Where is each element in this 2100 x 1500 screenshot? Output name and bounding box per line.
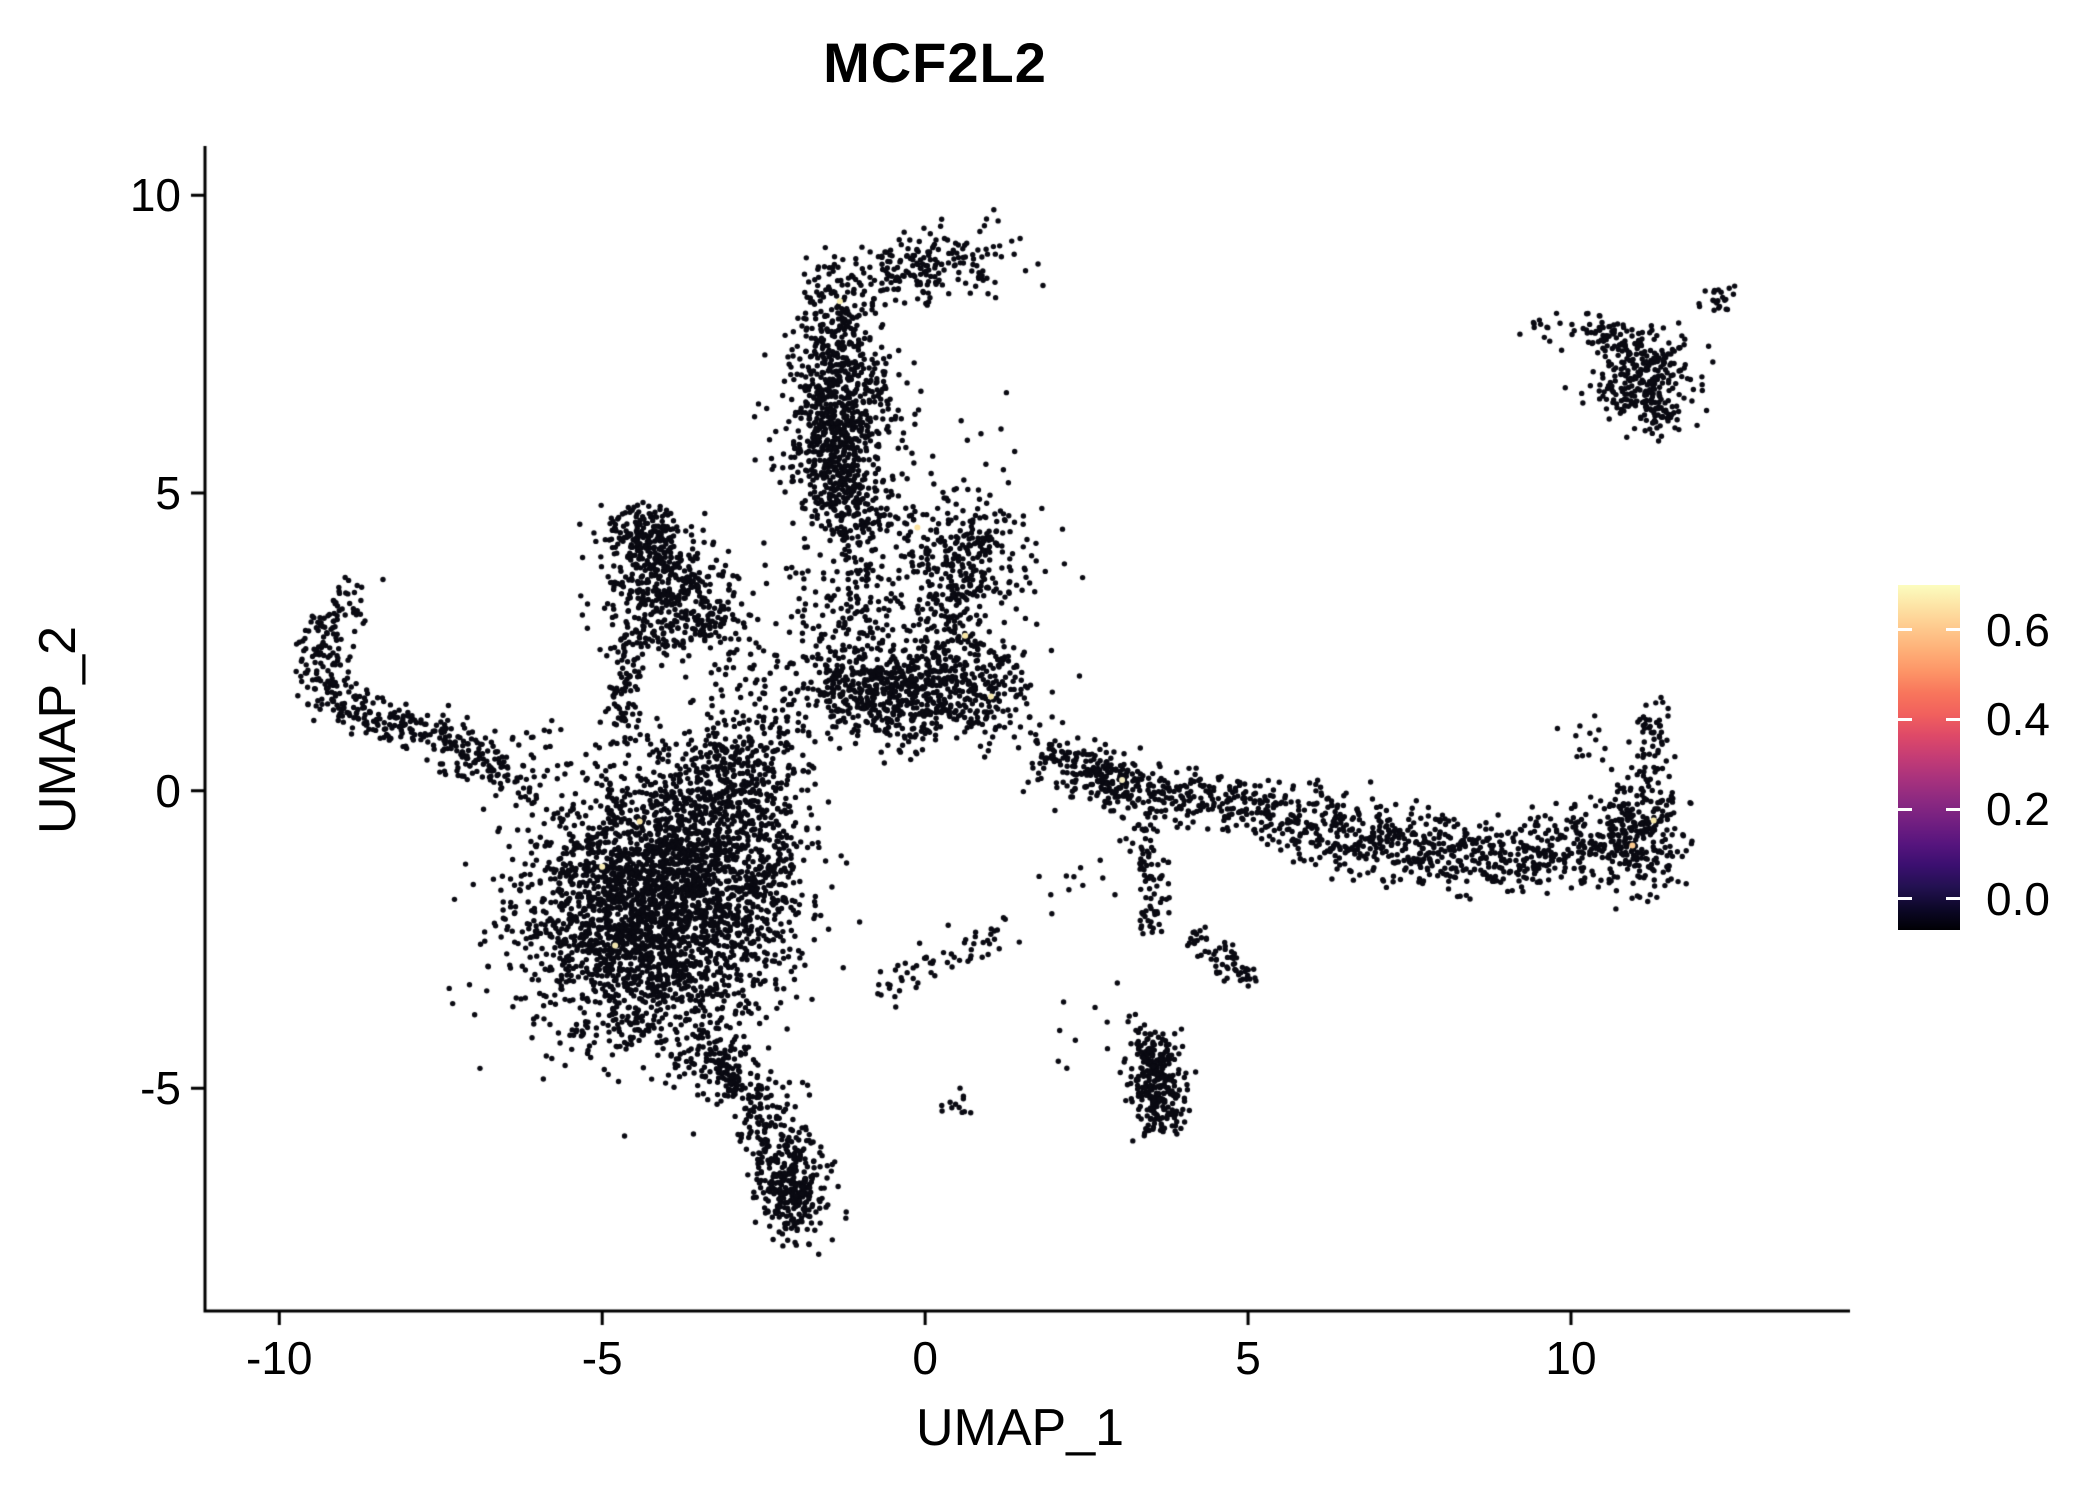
y-axis-label: UMAP_2	[29, 625, 87, 835]
y-tick-label: 10	[129, 169, 181, 222]
plot-title: MCF2L2	[823, 31, 1047, 94]
x-tick-label: 10	[1545, 1332, 1597, 1384]
colorbar-gradient	[1898, 585, 1960, 930]
x-tick-label: 5	[1235, 1332, 1261, 1384]
x-tick-label: 0	[912, 1332, 938, 1384]
colorbar-tick-mark	[1946, 807, 1960, 811]
colorbar-legend: 0.6 0.4 0.2 0.0	[1898, 585, 2050, 930]
colorbar-tick-label: 0.0	[1986, 872, 2050, 925]
colorbar-tick-label: 0.2	[1986, 783, 2050, 836]
x-tick-label: -10	[246, 1332, 313, 1384]
y-tick-label: -5	[140, 1062, 181, 1115]
colorbar-tick-mark	[1946, 897, 1960, 901]
colorbar-tick-mark	[1898, 807, 1912, 811]
colorbar-tick-mark	[1898, 717, 1912, 721]
colorbar-tick-label: 0.6	[1986, 603, 2050, 656]
y-tick-label: 5	[155, 466, 181, 519]
y-tick-label: 0	[155, 764, 181, 817]
colorbar-tick-mark	[1898, 897, 1912, 901]
x-tick-label: -5	[581, 1332, 623, 1384]
colorbar-tick-label: 0.4	[1986, 693, 2050, 746]
colorbar-tick-mark	[1898, 628, 1912, 632]
colorbar-tick-mark	[1946, 717, 1960, 721]
x-axis-label: UMAP_1	[915, 1399, 1125, 1457]
colorbar-tick-mark	[1946, 628, 1960, 632]
